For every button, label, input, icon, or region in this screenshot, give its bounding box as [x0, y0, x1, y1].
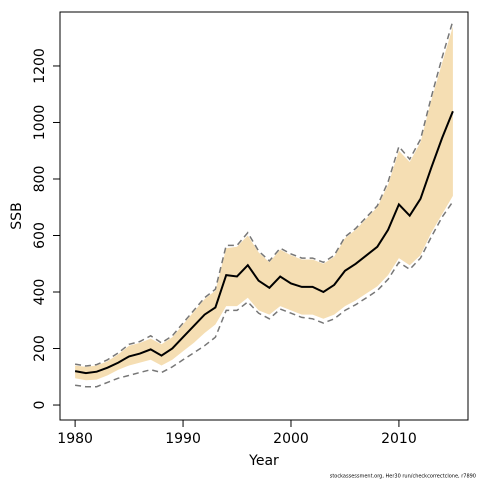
y-tick-label: 1200 — [32, 48, 48, 84]
y-tick-label: 1000 — [32, 105, 48, 141]
x-tick-label: 1980 — [57, 431, 93, 447]
x-tick-label: 2000 — [273, 431, 309, 447]
y-tick-label: 400 — [32, 279, 48, 306]
dashed-bound — [74, 20, 454, 367]
x-tick-label: 1990 — [165, 431, 201, 447]
dashed-bound — [74, 201, 454, 388]
estimate-line — [74, 110, 454, 375]
x-axis-label: Year — [248, 453, 279, 469]
footnote: stockassessment.org, Her30 run/checkcorr… — [330, 474, 476, 480]
y-tick-label: 0 — [32, 401, 48, 410]
y-axis-label: SSB — [9, 202, 25, 229]
y-tick-label: 600 — [32, 222, 48, 249]
y-tick-label: 800 — [32, 166, 48, 193]
plot-frame — [59, 11, 469, 421]
x-tick-label: 2010 — [381, 431, 417, 447]
confidence-band — [75, 26, 453, 381]
y-tick-label: 200 — [32, 335, 48, 362]
